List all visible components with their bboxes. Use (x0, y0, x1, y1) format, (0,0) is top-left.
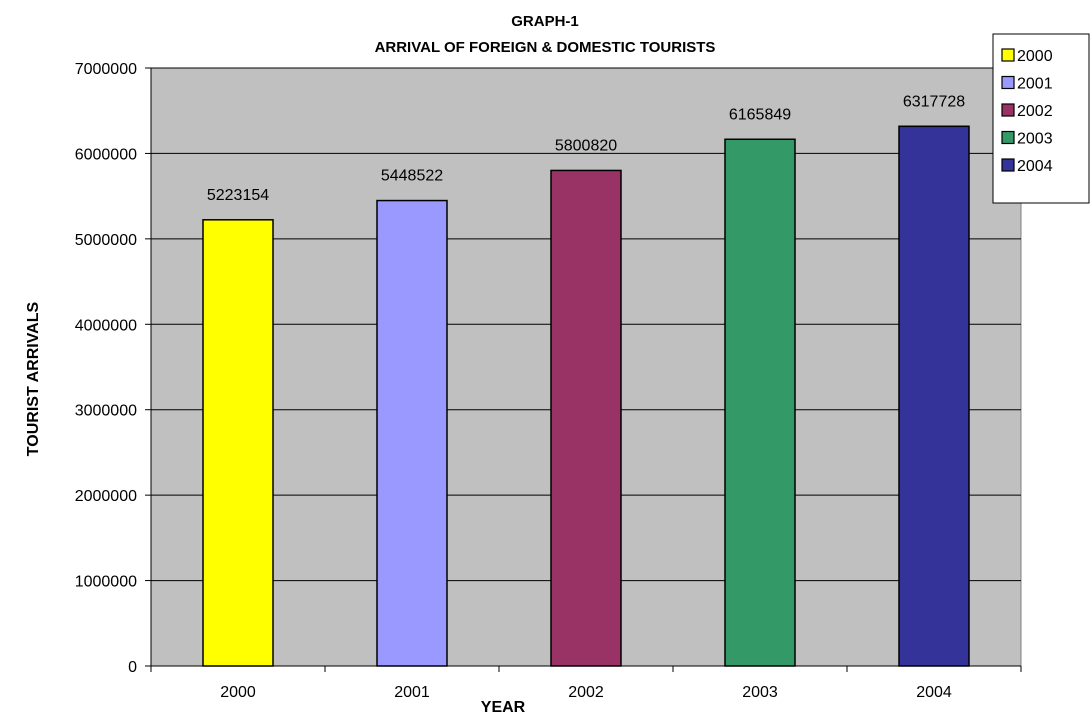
bar-2000 (202, 219, 274, 667)
x-tick-label-2004: 2004 (916, 684, 952, 701)
legend-swatch-2003 (1001, 130, 1015, 145)
data-labels: 5223154 5448522 5800820 6165849 6317728 (207, 93, 965, 204)
legend-label-2001: 2001 (1017, 76, 1053, 93)
y-tick-labels: 0 1000000 2000000 3000000 4000000 5000000 6000… (75, 61, 137, 676)
chart-subtitle: ARRIVAL OF FOREIGN & DOMESTIC TOURISTS (375, 39, 716, 56)
y-axis-title: TOURIST ARRIVALS (25, 301, 42, 456)
legend-swatch-2002 (1001, 103, 1015, 117)
legend-label-2003: 2003 (1017, 131, 1053, 148)
legend-swatch-2001 (1001, 75, 1015, 90)
y-tick-label: 3000000 (75, 403, 137, 420)
y-tick-label: 7000000 (75, 61, 137, 78)
data-label-2003: 6165849 (729, 106, 791, 123)
bar-2001 (376, 199, 448, 667)
y-tick-label: 2000000 (75, 488, 137, 505)
bar-2002 (550, 169, 622, 667)
data-label-2000: 5223154 (207, 187, 269, 204)
bar-2004 (898, 125, 970, 667)
data-label-2001: 5448522 (381, 168, 443, 185)
y-tick-label: 6000000 (75, 146, 137, 163)
bars (202, 125, 970, 667)
bar-2003 (724, 138, 796, 667)
x-tick-labels: 2000 2001 2002 2003 2004 (220, 684, 952, 701)
legend-label-2004: 2004 (1017, 158, 1053, 175)
x-tick-label-2001: 2001 (394, 684, 430, 701)
legend-label-2000: 2000 (1017, 48, 1053, 65)
chart-title: GRAPH-1 (511, 13, 579, 30)
x-tick-label-2003: 2003 (742, 684, 778, 701)
x-tick-label-2002: 2002 (568, 684, 604, 701)
legend-box (992, 33, 1090, 204)
legend: 2000 2001 2002 2003 2004 (992, 33, 1090, 204)
legend-swatch-2004 (1001, 158, 1015, 172)
x-axis-title: YEAR (481, 699, 526, 716)
legend-swatch-2000 (1001, 48, 1015, 62)
axes (145, 67, 1022, 672)
y-tick-label: 1000000 (75, 574, 137, 591)
y-tick-label: 4000000 (75, 317, 137, 334)
y-tick-label: 0 (128, 659, 137, 676)
y-tick-label: 5000000 (75, 232, 137, 249)
data-label-2004: 6317728 (903, 93, 965, 110)
legend-label-2002: 2002 (1017, 103, 1053, 120)
data-label-2002: 5800820 (555, 137, 617, 154)
x-tick-label-2000: 2000 (220, 684, 256, 701)
